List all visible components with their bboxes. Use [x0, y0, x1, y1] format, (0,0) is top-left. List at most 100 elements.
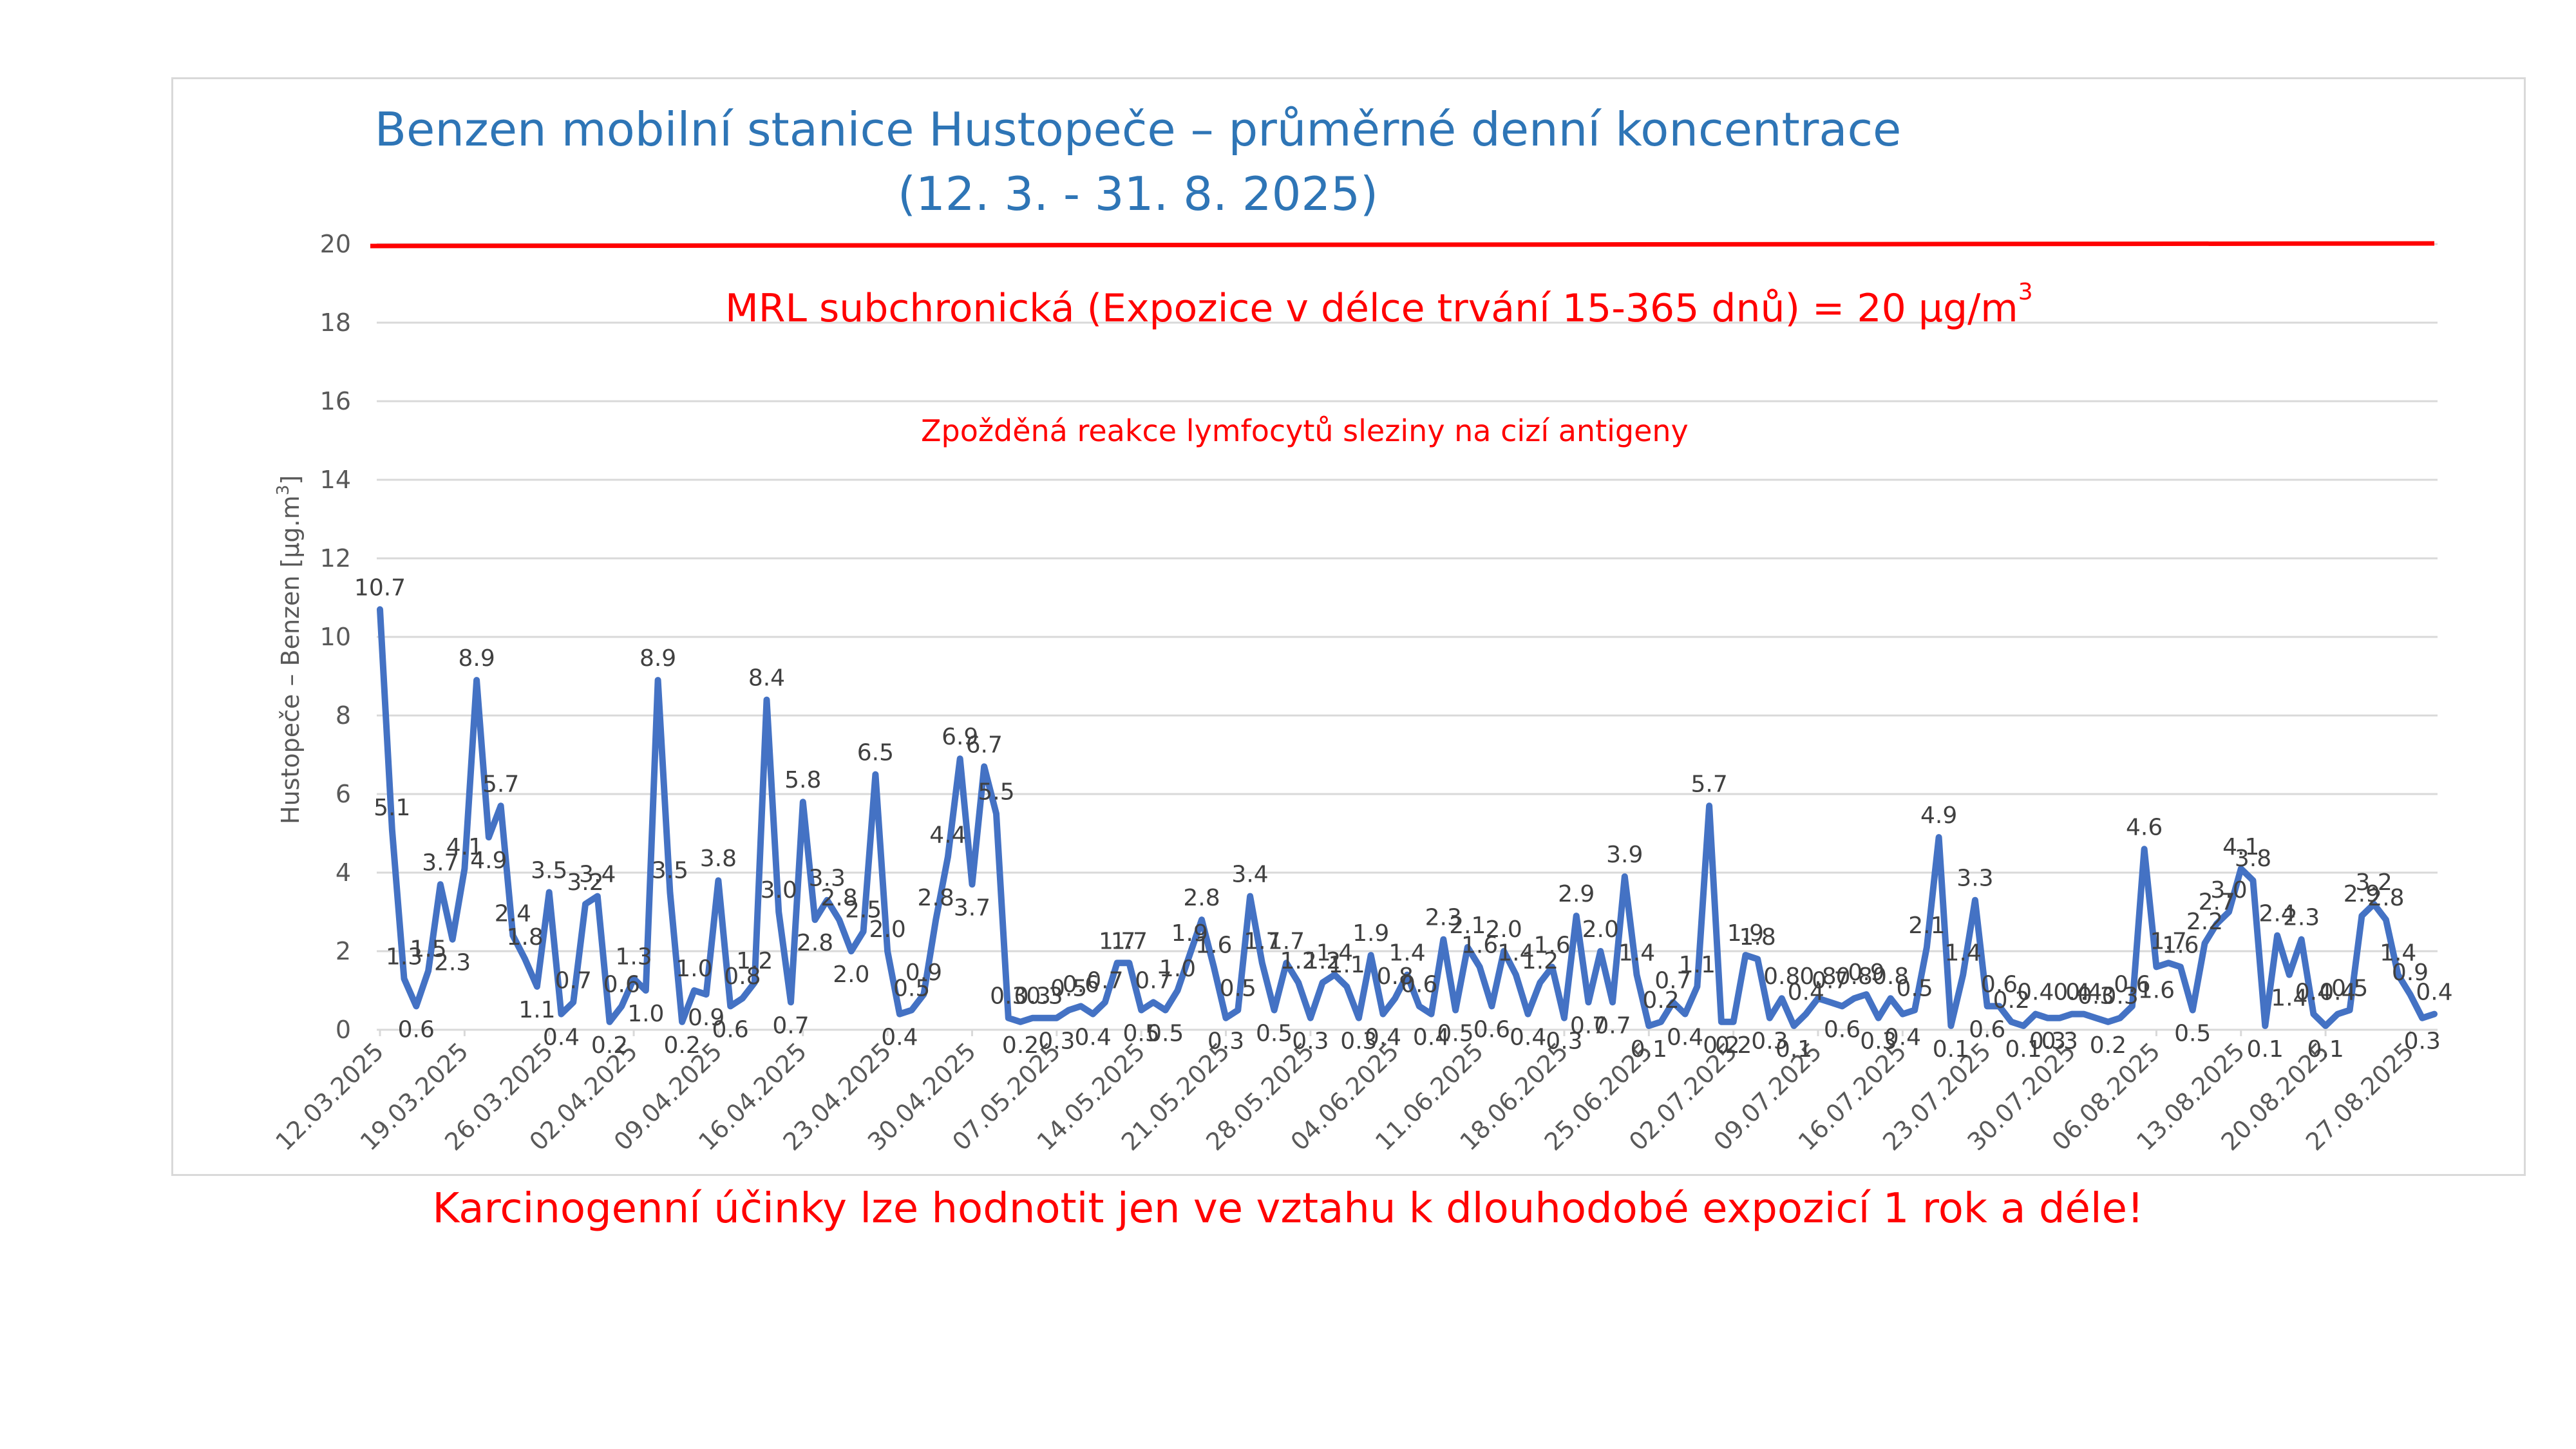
y-tick-label: 2 — [336, 937, 351, 965]
data-label: 6.9 — [942, 724, 978, 750]
data-label: 0.5 — [1896, 976, 1933, 1002]
data-label: 3.8 — [700, 846, 737, 872]
data-label: 0.4 — [2017, 980, 2054, 1006]
data-label: 2.3 — [434, 950, 471, 976]
data-label: 0.3 — [2029, 1028, 2066, 1055]
data-label: 2.8 — [918, 885, 954, 911]
data-label: 1.7 — [1268, 928, 1305, 954]
data-label: 0.2 — [591, 1032, 628, 1059]
data-label: 0.5 — [1220, 976, 1256, 1002]
data-label: 0.7 — [1594, 1012, 1631, 1039]
data-label: 2.4 — [495, 901, 531, 927]
data-label: 1.6 — [2138, 977, 2175, 1003]
data-label: 0.5 — [1050, 976, 1087, 1002]
data-label: 0.1 — [1631, 1036, 1667, 1063]
data-label: 1.4 — [1497, 940, 1534, 967]
data-label: 2.8 — [820, 885, 857, 911]
data-label: 0.5 — [1147, 1021, 1184, 1047]
data-label: 0.4 — [2319, 980, 2356, 1006]
data-label: 0.7 — [772, 1012, 809, 1039]
data-label: 6.7 — [966, 732, 1003, 758]
data-label: 8.9 — [458, 645, 495, 672]
data-label: 3.0 — [761, 877, 797, 904]
data-label: 4.9 — [470, 848, 507, 874]
data-label: 0.6 — [1401, 971, 1437, 998]
data-label: 0.3 — [1546, 1028, 1582, 1055]
data-label: 0.3 — [2041, 1028, 2078, 1055]
data-label: 0.7 — [1135, 967, 1171, 994]
data-label: 0.4 — [1667, 1025, 1703, 1051]
data-label: 0.3 — [2404, 1028, 2441, 1055]
mrl-threshold-label: MRL subchronická (Expozice v délce trván… — [725, 279, 2033, 331]
data-label: 3.2 — [2356, 869, 2392, 896]
data-label: 2.3 — [1425, 905, 1462, 931]
data-label: 3.3 — [1956, 866, 1993, 892]
y-tick-label: 6 — [336, 780, 351, 808]
data-label: 2.0 — [1582, 916, 1619, 943]
data-label: 1.8 — [507, 924, 544, 951]
data-label: 3.4 — [579, 862, 616, 888]
data-label: 0.4 — [1365, 1025, 1401, 1051]
data-label: 0.1 — [2005, 1036, 2041, 1063]
data-label: 0.9 — [1848, 960, 1884, 986]
data-label: 3.5 — [652, 858, 688, 884]
data-label: 1.2 — [1522, 948, 1558, 974]
y-tick-label: 0 — [336, 1016, 351, 1044]
data-label: 10.7 — [354, 574, 406, 601]
data-label: 2.0 — [833, 961, 869, 988]
data-label: 4.1 — [2222, 834, 2259, 860]
data-label: 0.7 — [1654, 967, 1691, 994]
y-tick-label: 10 — [320, 623, 351, 651]
data-label: 1.6 — [1461, 932, 1498, 958]
data-label: 2.1 — [1449, 913, 1486, 939]
data-label: 0.5 — [1123, 1021, 1160, 1047]
data-label: 1.4 — [1388, 940, 1425, 967]
data-label: 0.3 — [1208, 1028, 1244, 1055]
data-label: 0.3 — [1026, 983, 1063, 1010]
data-label: 0.2 — [1703, 1032, 1739, 1059]
data-label: 0.4 — [543, 1025, 580, 1051]
data-label: 3.5 — [531, 858, 567, 884]
data-label: 0.8 — [1377, 963, 1414, 990]
data-label: 2.5 — [845, 897, 882, 923]
data-label: 2.9 — [1558, 881, 1595, 907]
data-label: 1.3 — [615, 944, 652, 971]
data-label: 1.1 — [518, 997, 555, 1023]
data-label: 0.2 — [1715, 1032, 1752, 1059]
data-label: 3.4 — [1231, 862, 1268, 888]
data-label: 1.9 — [1171, 920, 1208, 947]
data-label: 0.3 — [1340, 1028, 1377, 1055]
mrl-threshold-label-main: MRL subchronická (Expozice v délce trván… — [725, 286, 2018, 331]
data-label: 1.9 — [1352, 920, 1389, 947]
data-label: 0.3 — [1014, 983, 1051, 1010]
y-tick-label: 8 — [336, 701, 351, 730]
data-label: 0.3 — [2078, 983, 2114, 1010]
data-label: 2.8 — [797, 930, 833, 956]
data-label: 0.1 — [1776, 1036, 1812, 1063]
data-label: 0.5 — [893, 976, 930, 1002]
data-label: 2.7 — [2199, 889, 2235, 915]
y-tick-label: 4 — [336, 858, 351, 887]
data-label: 2.8 — [1183, 885, 1220, 911]
data-label: 0.9 — [905, 960, 942, 986]
data-label: 3.7 — [422, 849, 459, 876]
data-label: 1.6 — [1534, 932, 1571, 958]
data-label: 0.3 — [1292, 1028, 1329, 1055]
data-label: 0.8 — [1872, 963, 1909, 990]
data-label: 0.7 — [1570, 1012, 1607, 1039]
data-label: 3.8 — [2235, 846, 2271, 872]
data-label: 4.4 — [929, 822, 966, 849]
data-label: 1.4 — [1316, 940, 1353, 967]
data-label: 2.0 — [869, 916, 905, 943]
data-label: 0.2 — [1993, 987, 2030, 1014]
y-axis-label-sup: 3 — [274, 485, 293, 496]
data-label: 0.7 — [555, 967, 592, 994]
data-label: 0.7 — [1086, 967, 1123, 994]
data-label: 0.2 — [663, 1032, 700, 1059]
data-label: 1.7 — [1244, 928, 1280, 954]
data-label: 0.5 — [1256, 1021, 1293, 1047]
data-label: 1.0 — [627, 1001, 664, 1027]
data-label: 0.1 — [1933, 1036, 1969, 1063]
data-label: 0.6 — [603, 971, 640, 998]
